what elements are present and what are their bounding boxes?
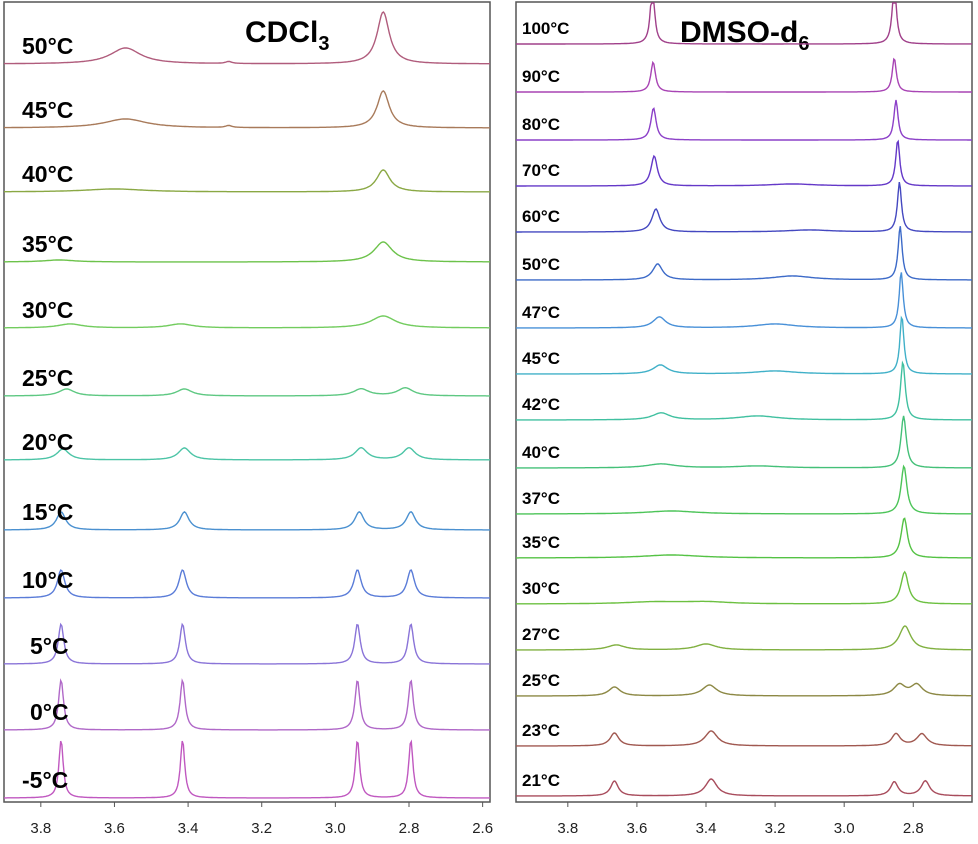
cdcl3-temperature-label: 15°C	[22, 499, 73, 525]
cdcl3-temperature-label: 5°C	[30, 633, 69, 659]
dmso-spectrum-trace	[516, 139, 972, 187]
cdcl3-temperature-label: 45°C	[22, 97, 73, 123]
cdcl3-temperature-label: 40°C	[22, 161, 73, 187]
dmso-spectrum-trace	[516, 360, 972, 421]
cdcl3-x-tick-label: 2.6	[472, 820, 493, 837]
dmso-temperature-label: 47°C	[522, 303, 560, 322]
cdcl3-temperature-label: 20°C	[22, 429, 73, 455]
dmso-x-tick-label: 3.4	[696, 820, 717, 837]
dmso-spectrum-trace	[516, 682, 972, 697]
cdcl3-spectrum-trace	[4, 11, 490, 65]
dmso-temperature-label: 60°C	[522, 207, 560, 226]
cdcl3-temperature-label: 0°C	[30, 699, 69, 725]
cdcl3-temperature-label: 50°C	[22, 33, 73, 59]
dmso-temperature-label: 50°C	[522, 255, 560, 274]
dmso-temperature-label: 42°C	[522, 395, 560, 414]
dmso-spectrum-trace	[516, 226, 972, 281]
dmso-spectrum-trace	[516, 415, 972, 469]
dmso-spectrum-trace	[516, 464, 972, 515]
dmso-temperature-label: 80°C	[522, 115, 560, 134]
cdcl3-x-tick-label: 3.2	[251, 820, 272, 837]
dmso-temperature-label: 35°C	[522, 533, 560, 552]
dmso-spectrum-trace	[516, 625, 972, 651]
cdcl3-x-tick-label: 3.4	[178, 820, 199, 837]
cdcl3-spectrum-trace	[4, 386, 490, 397]
dmso-temperature-label: 23°C	[522, 721, 560, 740]
dmso-x-tick-label: 2.8	[903, 820, 924, 837]
dmso-temperature-label: 40°C	[522, 443, 560, 462]
dmso-spectrum-trace	[516, 272, 972, 329]
cdcl3-spectrum-trace	[4, 241, 490, 263]
dmso-temperature-label: 27°C	[522, 625, 560, 644]
dmso-temperature-label: 25°C	[522, 671, 560, 690]
cdcl3-temperature-label: 25°C	[22, 365, 73, 391]
dmso-spectrum-trace	[516, 730, 972, 747]
cdcl3-temperature-label: -5°C	[22, 767, 68, 793]
cdcl3-x-tick-label: 3.0	[325, 820, 346, 837]
dmso-temperature-label: 21°C	[522, 771, 560, 790]
dmso-temperature-label: 30°C	[522, 579, 560, 598]
dmso-spectrum-trace	[516, 778, 973, 797]
dmso-temperature-label: 45°C	[522, 349, 560, 368]
dmso-x-tick-label: 3.0	[834, 820, 855, 837]
dmso-spectrum-trace	[516, 57, 972, 93]
cdcl3-spectrum-trace	[4, 446, 491, 461]
dmso-temperature-label: 37°C	[522, 489, 560, 508]
cdcl3-spectrum-trace	[4, 739, 490, 799]
cdcl3-x-tick-label: 2.8	[399, 820, 420, 837]
cdcl3-spectrum-trace	[4, 510, 490, 531]
cdcl3-temperature-label: 35°C	[22, 231, 73, 257]
dmso-temperature-label: 90°C	[522, 67, 560, 86]
cdcl3-spectrum-trace	[4, 678, 490, 731]
cdcl3-plot-frame	[3, 1, 491, 803]
dmso-plot-frame	[515, 1, 973, 803]
dmso-temperature-label: 100°C	[522, 19, 569, 38]
cdcl3-x-tick-label: 3.8	[30, 820, 51, 837]
cdcl3-panel: CDCl3 3.8 3.6 3.4 3.2 3.0 2.8 2.6 50°C 45°C 40°C 3…	[3, 1, 493, 837]
cdcl3-temperature-label: 10°C	[22, 567, 73, 593]
cdcl3-temperature-label: 30°C	[22, 297, 73, 323]
dmso-x-tick-label: 3.8	[557, 820, 578, 837]
cdcl3-spectrum-trace	[4, 90, 490, 129]
dmso-spectrum-trace	[516, 99, 972, 141]
dmso-spectrum-trace	[516, 315, 972, 375]
dmso-temperature-label: 70°C	[522, 161, 560, 180]
dmso-title: DMSO-d6	[680, 16, 809, 55]
dmso-x-tick-label: 3.6	[626, 820, 647, 837]
cdcl3-spectrum-trace	[4, 622, 490, 665]
dmso-spectrum-trace	[516, 570, 972, 605]
dmso-spectrum-trace	[516, 2, 972, 45]
dmso-panel: DMSO-d6 3.8 3.6 3.4 3.2 3.0 2.8 100°C 90°C 80°C 7…	[515, 1, 973, 837]
dmso-x-tick-label: 3.2	[765, 820, 786, 837]
cdcl3-x-tick-label: 3.6	[104, 820, 125, 837]
cdcl3-title: CDCl3	[245, 16, 329, 55]
cdcl3-spectrum-trace	[4, 569, 490, 599]
cdcl3-spectrum-trace	[4, 169, 490, 193]
cdcl3-spectrum-trace	[4, 315, 490, 329]
dmso-spectrum-trace	[516, 181, 972, 233]
dmso-spectrum-trace	[516, 517, 972, 559]
